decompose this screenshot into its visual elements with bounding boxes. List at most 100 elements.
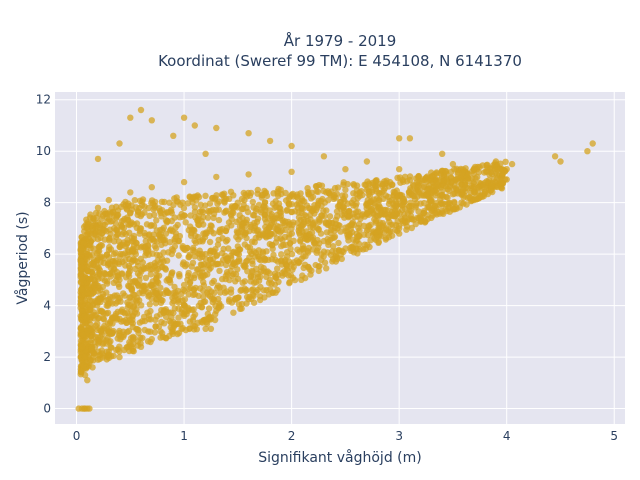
scatter-point bbox=[414, 184, 421, 191]
scatter-point bbox=[120, 239, 128, 246]
scatter-point bbox=[238, 206, 245, 213]
scatter-point bbox=[139, 318, 146, 325]
scatter-point bbox=[589, 140, 596, 147]
scatter-point bbox=[116, 353, 123, 361]
scatter-point bbox=[266, 137, 274, 145]
scatter-point bbox=[488, 182, 495, 189]
scatter-point bbox=[237, 233, 244, 240]
scatter-point bbox=[230, 309, 237, 316]
scatter-point bbox=[119, 251, 126, 258]
scatter-point bbox=[93, 250, 101, 257]
scatter-point bbox=[415, 174, 422, 181]
scatter-point bbox=[239, 214, 246, 222]
scatter-point bbox=[420, 209, 428, 217]
scatter-point bbox=[449, 204, 457, 211]
scatter-point bbox=[133, 310, 141, 317]
scatter-point bbox=[256, 256, 263, 263]
scatter-point bbox=[84, 263, 91, 271]
scatter-point bbox=[190, 306, 197, 313]
scatter-point bbox=[246, 227, 253, 235]
scatter-point bbox=[86, 240, 93, 247]
scatter-point bbox=[322, 220, 329, 227]
scatter-point bbox=[274, 271, 282, 278]
scatter-point bbox=[137, 106, 145, 114]
scatter-point bbox=[335, 239, 342, 247]
scatter-point bbox=[129, 333, 137, 341]
scatter-point bbox=[79, 276, 86, 283]
y-axis-label: Vågperiod (s) bbox=[14, 211, 31, 304]
scatter-point bbox=[217, 289, 224, 296]
scatter-point bbox=[449, 160, 457, 168]
scatter-point bbox=[131, 197, 138, 204]
scatter-point bbox=[192, 284, 199, 292]
scatter-point bbox=[140, 264, 147, 271]
scatter-point bbox=[222, 227, 229, 235]
scatter-point bbox=[354, 213, 361, 220]
scatter-point bbox=[107, 273, 114, 280]
scatter-point bbox=[98, 215, 105, 223]
scatter-point bbox=[195, 302, 202, 309]
scatter-point bbox=[436, 177, 444, 184]
scatter-point bbox=[306, 230, 313, 238]
scatter-point bbox=[483, 168, 491, 175]
scatter-point bbox=[146, 231, 153, 238]
scatter-point bbox=[470, 196, 478, 204]
scatter-point bbox=[205, 285, 212, 293]
scatter-point bbox=[136, 276, 143, 284]
scatter-point bbox=[137, 225, 145, 232]
scatter-point bbox=[432, 192, 439, 199]
scatter-point bbox=[243, 234, 250, 242]
y-tick-label: 2 bbox=[43, 350, 51, 364]
scatter-point bbox=[139, 334, 146, 342]
scatter-point bbox=[235, 251, 243, 258]
scatter-point bbox=[191, 253, 198, 260]
scatter-point bbox=[104, 326, 111, 333]
scatter-point bbox=[342, 186, 349, 193]
scatter-point bbox=[502, 158, 509, 165]
scatter-point bbox=[186, 325, 193, 333]
scatter-point bbox=[94, 299, 102, 306]
scatter-point bbox=[179, 199, 186, 206]
scatter-point bbox=[121, 346, 128, 354]
scatter-point bbox=[130, 278, 137, 285]
scatter-point bbox=[94, 320, 101, 327]
scatter-point bbox=[235, 256, 243, 263]
scatter-point bbox=[113, 346, 120, 354]
scatter-point bbox=[266, 207, 273, 214]
scatter-point bbox=[163, 277, 170, 284]
scatter-point bbox=[227, 289, 235, 296]
scatter-point bbox=[99, 283, 107, 291]
scatter-point bbox=[266, 240, 273, 248]
scatter-point bbox=[247, 278, 254, 285]
scatter-point bbox=[91, 339, 98, 346]
scatter-point bbox=[152, 316, 159, 323]
scatter-point bbox=[353, 200, 360, 207]
scatter-point bbox=[187, 212, 194, 219]
scatter-point bbox=[126, 255, 133, 263]
scatter-point bbox=[230, 260, 238, 267]
scatter-point bbox=[304, 263, 312, 271]
scatter-point bbox=[113, 214, 120, 221]
scatter-point bbox=[175, 314, 182, 321]
scatter-point bbox=[385, 214, 392, 222]
scatter-point bbox=[407, 213, 415, 220]
scatter-point bbox=[111, 238, 118, 245]
scatter-point bbox=[307, 271, 314, 278]
scatter-point bbox=[84, 224, 91, 231]
scatter-point bbox=[120, 201, 127, 208]
scatter-point bbox=[282, 226, 289, 233]
scatter-point bbox=[197, 261, 205, 268]
scatter-point bbox=[87, 303, 94, 310]
scatter-point bbox=[313, 188, 320, 195]
scatter-point bbox=[318, 212, 325, 219]
scatter-point bbox=[257, 263, 265, 271]
scatter-point bbox=[140, 287, 148, 294]
scatter-point bbox=[489, 188, 496, 196]
scatter-point bbox=[438, 191, 446, 199]
scatter-point bbox=[204, 214, 212, 221]
scatter-point bbox=[271, 204, 278, 211]
scatter-point bbox=[171, 243, 179, 250]
scatter-point bbox=[127, 302, 134, 309]
scatter-point bbox=[126, 229, 133, 236]
scatter-point bbox=[460, 194, 467, 201]
